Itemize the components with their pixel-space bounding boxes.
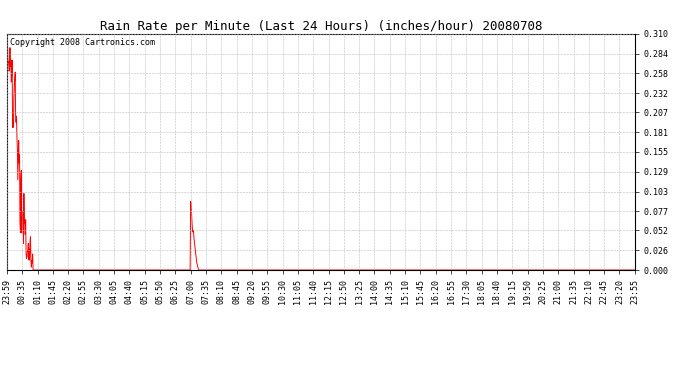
Title: Rain Rate per Minute (Last 24 Hours) (inches/hour) 20080708: Rain Rate per Minute (Last 24 Hours) (in…	[99, 20, 542, 33]
Text: Copyright 2008 Cartronics.com: Copyright 2008 Cartronics.com	[10, 39, 155, 48]
